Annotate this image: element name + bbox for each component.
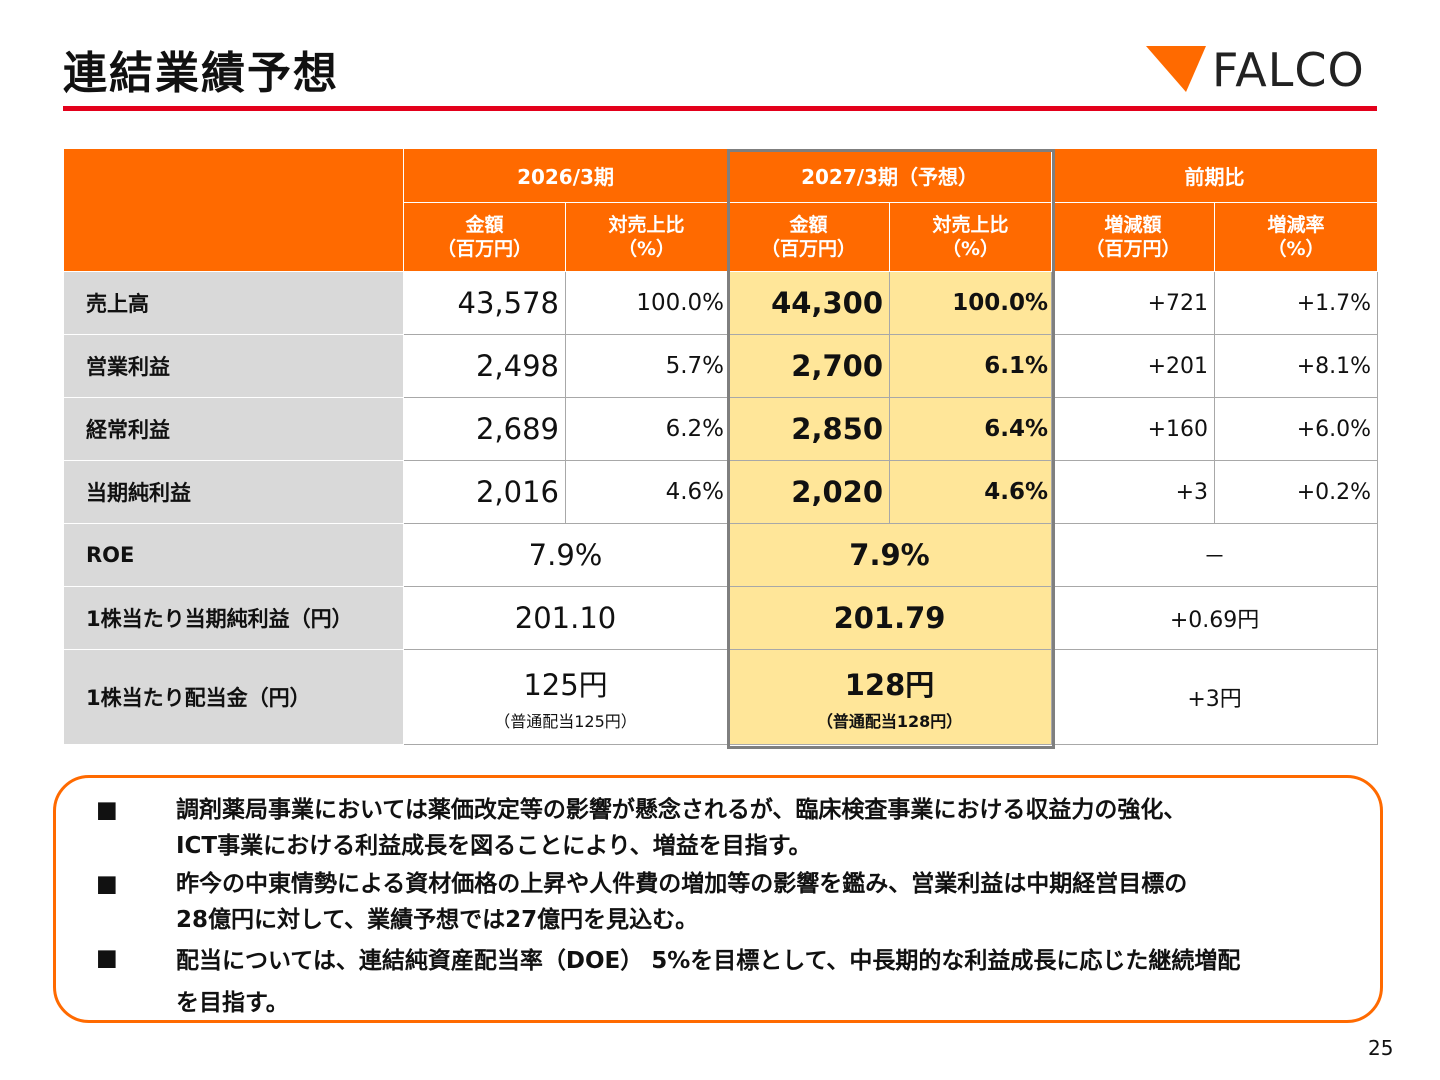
row-label: 経常利益 — [63, 397, 404, 461]
logo-text: FALCO — [1212, 43, 1365, 97]
eps-2027: 201.79 — [727, 586, 1053, 650]
dps-2027-value: 128円 — [844, 668, 935, 702]
bullet-square-icon: ■ — [96, 871, 118, 897]
header-period-2026: 2026/3期 — [402, 148, 729, 203]
header-amount-2026: 金額 （百万円） — [403, 202, 566, 272]
header-ratio-2027: 対売上比 （%） — [889, 202, 1053, 272]
page-number: 25 — [1368, 1036, 1394, 1060]
header-ratio-2026: 対売上比 （%） — [564, 202, 729, 272]
bullet-text: を目指す。 — [176, 990, 289, 1016]
bullet-text: 28億円に対して、業績予想では27億円を見込む。 — [176, 907, 699, 933]
bullet-text: 調剤薬局事業においては薬価改定等の影響が懸念されるが、臨床検査事業における収益力… — [176, 797, 1187, 823]
bullet-text: 昨今の中東情勢による資材価格の上昇や人件費の増加等の影響を鑑み、営業利益は中期経… — [176, 871, 1188, 897]
row-label: 売上高 — [63, 271, 404, 335]
diff-amount: +721 — [1051, 271, 1216, 335]
header-diff-rate: 増減率 （%） — [1214, 202, 1379, 272]
header-period-diff: 前期比 — [1051, 148, 1379, 203]
value-2027: 44,300 — [727, 271, 891, 335]
row-label: 1株当たり当期純利益（円） — [63, 586, 404, 650]
roe-2026: 7.9% — [402, 523, 729, 587]
diff-amount: +3 — [1051, 460, 1216, 524]
header-amount-2027: 金額 （百万円） — [727, 202, 891, 272]
diff-rate: +0.2% — [1214, 460, 1379, 524]
ratio-2026: 5.7% — [564, 334, 729, 398]
eps-diff: +0.69円 — [1051, 586, 1379, 650]
bullet-square-icon: ■ — [96, 945, 118, 971]
row-label: 1株当たり配当金（円） — [63, 649, 404, 745]
table-row: 売上高 43,578 100.0% 44,300 100.0% +721 +1.… — [63, 271, 1379, 335]
ratio-2026: 4.6% — [564, 460, 729, 524]
table-row-dps: 1株当たり配当金（円） 125円 （普通配当125円） 128円 （普通配当12… — [63, 649, 1379, 745]
table-row: 当期純利益 2,016 4.6% 2,020 4.6% +3 +0.2% — [63, 460, 1379, 524]
eps-2026: 201.10 — [402, 586, 729, 650]
falco-logo-mark-icon — [1146, 46, 1206, 92]
ratio-2027: 6.4% — [889, 397, 1053, 461]
bullet-text: ICT事業における利益成長を図ることにより、増益を目指す。 — [176, 833, 812, 859]
table-row: 経常利益 2,689 6.2% 2,850 6.4% +160 +6.0% — [63, 397, 1379, 461]
value-2027: 2,850 — [727, 397, 891, 461]
ratio-2027: 4.6% — [889, 460, 1053, 524]
dps-diff: +3円 — [1051, 649, 1379, 745]
table-row: 営業利益 2,498 5.7% 2,700 6.1% +201 +8.1% — [63, 334, 1379, 398]
bullet-text: 配当については、連結純資産配当率（DOE） 5%を目標として、中長期的な利益成長… — [176, 948, 1241, 974]
diff-amount: +160 — [1051, 397, 1216, 461]
value-2027: 2,700 — [727, 334, 891, 398]
ratio-2027: 6.1% — [889, 334, 1053, 398]
roe-diff: － — [1051, 523, 1379, 587]
row-label: 当期純利益 — [63, 460, 404, 524]
ratio-2026: 100.0% — [564, 271, 729, 335]
table-row-eps: 1株当たり当期純利益（円） 201.10 201.79 +0.69円 — [63, 586, 1379, 650]
dps-2027: 128円 （普通配当128円） — [727, 649, 1053, 745]
diff-rate: +8.1% — [1214, 334, 1379, 398]
value-2027: 2,020 — [727, 460, 891, 524]
value-2026: 2,016 — [403, 460, 566, 524]
dps-2026-value: 125円 — [523, 668, 608, 702]
ratio-2027: 100.0% — [889, 271, 1053, 335]
page-title: 連結業績予想 — [63, 48, 339, 99]
header-period-2027: 2027/3期（予想） — [727, 148, 1053, 203]
commentary-box: ■ 調剤薬局事業においては薬価改定等の影響が懸念されるが、臨床検査事業における収… — [53, 775, 1383, 1023]
table-row-roe: ROE 7.9% 7.9% － — [63, 523, 1379, 587]
title-underline — [63, 106, 1377, 111]
falco-logo: FALCO — [1146, 43, 1376, 100]
value-2026: 2,689 — [403, 397, 566, 461]
header-diff-amount: 増減額 （百万円） — [1051, 202, 1216, 272]
dps-2026-note: （普通配当125円） — [494, 712, 637, 731]
diff-rate: +1.7% — [1214, 271, 1379, 335]
value-2026: 43,578 — [403, 271, 566, 335]
row-label: 営業利益 — [63, 334, 404, 398]
row-label: ROE — [63, 523, 404, 587]
bullet-square-icon: ■ — [96, 797, 118, 823]
forecast-table: 2026/3期 2027/3期（予想） 前期比 金額 （百万円） 対売上比 （%） … — [63, 148, 1379, 745]
dps-2027-note: （普通配当128円） — [816, 712, 963, 731]
header-corner — [63, 148, 404, 272]
roe-2027: 7.9% — [727, 523, 1053, 587]
diff-amount: +201 — [1051, 334, 1216, 398]
dps-2026: 125円 （普通配当125円） — [402, 649, 729, 745]
ratio-2026: 6.2% — [564, 397, 729, 461]
value-2026: 2,498 — [403, 334, 566, 398]
diff-rate: +6.0% — [1214, 397, 1379, 461]
